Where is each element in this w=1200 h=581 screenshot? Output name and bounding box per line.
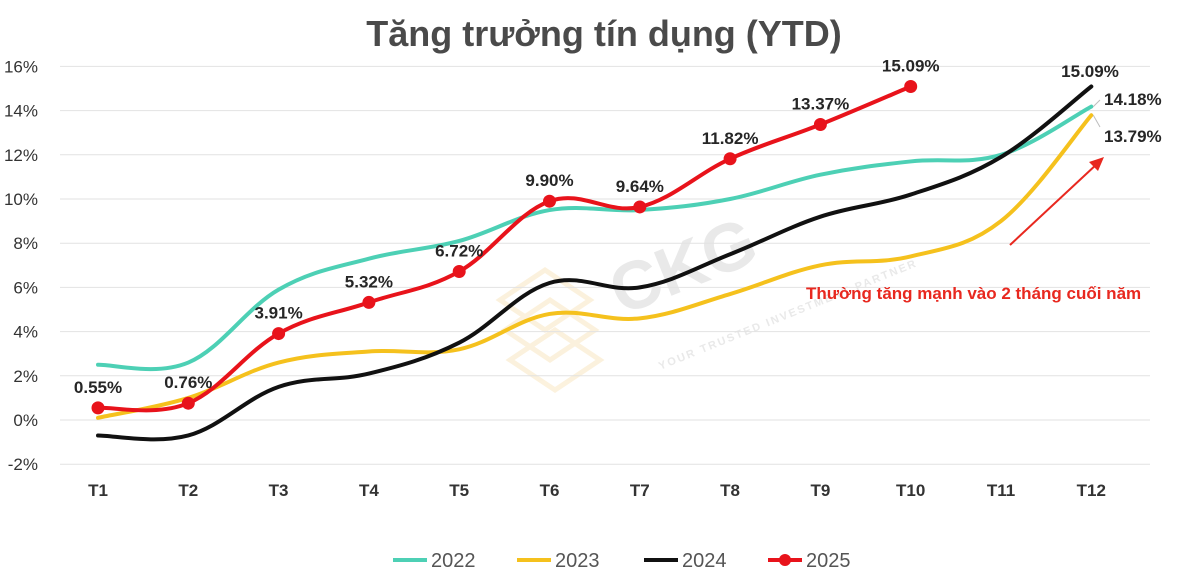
legend: 2022 2023 2024 2025: [393, 550, 851, 572]
series-line-2023: [96, 113, 1094, 420]
x-tick-label: T6: [540, 481, 560, 500]
x-tick-label: T1: [88, 481, 108, 500]
series-layer: [91, 80, 1094, 442]
x-tick-label: T10: [896, 481, 925, 500]
end-label-leader: [1092, 114, 1101, 128]
x-tick-label: T8: [720, 481, 740, 500]
y-tick-label: 0%: [13, 411, 38, 430]
y-tick-label: 16%: [4, 57, 38, 76]
data-point-2025: [813, 118, 827, 132]
data-point-2025: [633, 200, 647, 214]
y-tick-label: 8%: [13, 234, 38, 253]
data-point-2025: [91, 401, 105, 415]
point-label-2025: 0.55%: [74, 378, 122, 397]
data-point-2025: [904, 80, 918, 94]
point-label-2025: 13.37%: [792, 95, 850, 114]
y-tick-label: 12%: [4, 146, 38, 165]
point-label-2025: 3.91%: [254, 304, 302, 323]
annotation-arrow: [1009, 162, 1099, 246]
x-tick-label: T12: [1077, 481, 1106, 500]
annotation-arrow-head-icon: [1089, 157, 1104, 171]
end-label-2024: 15.09%: [1061, 62, 1119, 81]
x-tick-label: T5: [449, 481, 469, 500]
data-point-2025: [272, 327, 286, 341]
point-label-2025: 15.09%: [882, 57, 940, 76]
y-tick-label: 6%: [13, 278, 38, 297]
data-point-2025: [543, 194, 556, 208]
point-label-2025: 9.64%: [616, 177, 664, 196]
data-point-2025: [452, 264, 466, 278]
chart-title: Tăng trưởng tín dụng (YTD): [366, 13, 842, 54]
point-label-2025: 9.90%: [525, 171, 573, 190]
end-label-leader: [1092, 99, 1101, 107]
x-tick-label: T9: [810, 481, 830, 500]
end-label-2022: 14.18%: [1104, 90, 1162, 109]
data-point-2025: [181, 396, 195, 410]
x-tick-label: T3: [269, 481, 289, 500]
x-tick-label: T4: [359, 481, 379, 500]
legend-label-2022: 2022: [431, 550, 476, 572]
point-label-2025: 6.72%: [435, 241, 483, 260]
end-label-2023: 13.79%: [1104, 127, 1162, 146]
x-tick-label: T2: [178, 481, 198, 500]
legend-label-2023: 2023: [555, 550, 600, 572]
series-line-2022: [96, 104, 1094, 372]
data-labels: 0.55% 0.76% 3.91% 5.32% 6.72% 9.90% 9.64% 11.82…: [74, 57, 1162, 397]
legend-marker-icon: [779, 554, 791, 566]
x-tick-label: T7: [630, 481, 650, 500]
y-tick-label: -2%: [8, 455, 38, 474]
y-tick-label: 2%: [13, 367, 38, 386]
watermark-chevron-icon: [495, 266, 605, 394]
y-tick-label: 14%: [4, 102, 38, 121]
legend-label-2025: 2025: [806, 550, 851, 572]
point-label-2025: 0.76%: [164, 373, 212, 392]
annotation-text: Thường tăng mạnh vào 2 tháng cuối năm: [806, 284, 1141, 303]
series-line-2024: [96, 84, 1094, 442]
x-tick-label: T11: [987, 481, 1015, 500]
legend-label-2024: 2024: [682, 550, 727, 572]
y-axis: -2% 0% 2% 4% 6% 8% 10% 12% 14% 16%: [4, 57, 38, 474]
y-tick-label: 4%: [13, 323, 38, 342]
y-tick-label: 10%: [4, 190, 38, 209]
data-point-2025: [723, 152, 737, 166]
point-label-2025: 5.32%: [345, 272, 393, 291]
data-point-2025: [362, 295, 376, 309]
point-label-2025: 11.82%: [702, 129, 759, 148]
x-axis: T1 T2 T3 T4 T5 T6 T7 T8 T9 T10 T11 T12: [88, 481, 1106, 500]
annotation: Thường tăng mạnh vào 2 tháng cuối năm: [806, 157, 1141, 303]
series-line-2025: [96, 84, 913, 413]
